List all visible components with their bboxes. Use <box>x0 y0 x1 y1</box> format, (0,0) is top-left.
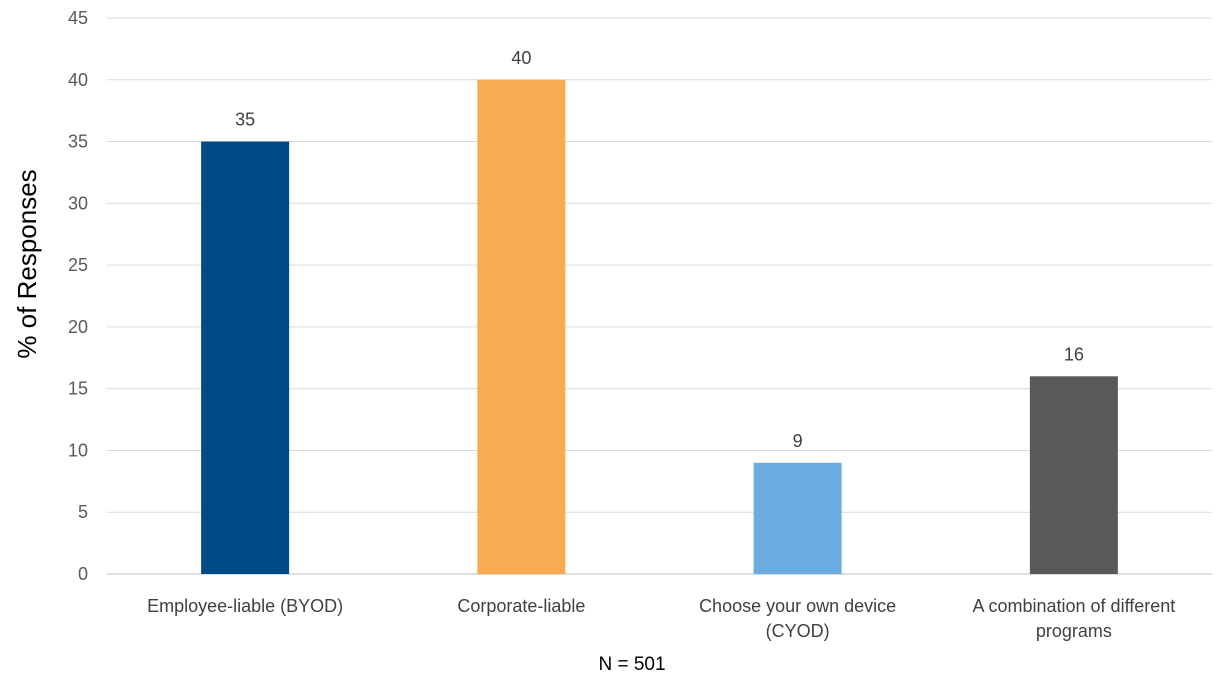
bar <box>201 141 290 575</box>
x-axis-categories: Employee-liable (BYOD) Corporate-liable Ch… <box>147 596 1175 641</box>
y-tick-label: 25 <box>68 255 88 275</box>
data-label: 40 <box>511 48 531 68</box>
x-tick-label: A combination of different programs <box>972 596 1175 641</box>
y-tick-label: 35 <box>68 132 88 152</box>
y-axis-ticks: 0 5 10 15 20 25 30 35 40 45 <box>68 8 88 584</box>
y-tick-label: 10 <box>68 440 88 460</box>
y-tick-label: 45 <box>68 8 88 28</box>
x-tick-label: Corporate-liable <box>457 596 585 616</box>
y-axis-label: % of Responses <box>12 169 42 358</box>
y-tick-label: 15 <box>68 379 88 399</box>
x-axis-label: N = 501 <box>598 654 665 675</box>
data-label: 35 <box>235 110 255 130</box>
x-tick-label: Employee-liable (BYOD) <box>147 596 343 616</box>
data-label: 9 <box>793 431 803 451</box>
y-tick-label: 5 <box>78 502 88 522</box>
y-tick-label: 30 <box>68 193 88 213</box>
y-tick-label: 40 <box>68 70 88 90</box>
bar <box>1029 376 1118 574</box>
y-tick-label: 20 <box>68 317 88 337</box>
bar <box>477 79 566 575</box>
gridlines <box>107 17 1212 575</box>
data-label: 16 <box>1064 344 1084 364</box>
x-tick-label: Choose your own device (CYOD) <box>699 596 896 641</box>
y-tick-label: 0 <box>78 564 88 584</box>
bars <box>201 79 1118 575</box>
data-labels: 35 40 9 16 <box>235 48 1084 451</box>
bar <box>753 462 842 574</box>
